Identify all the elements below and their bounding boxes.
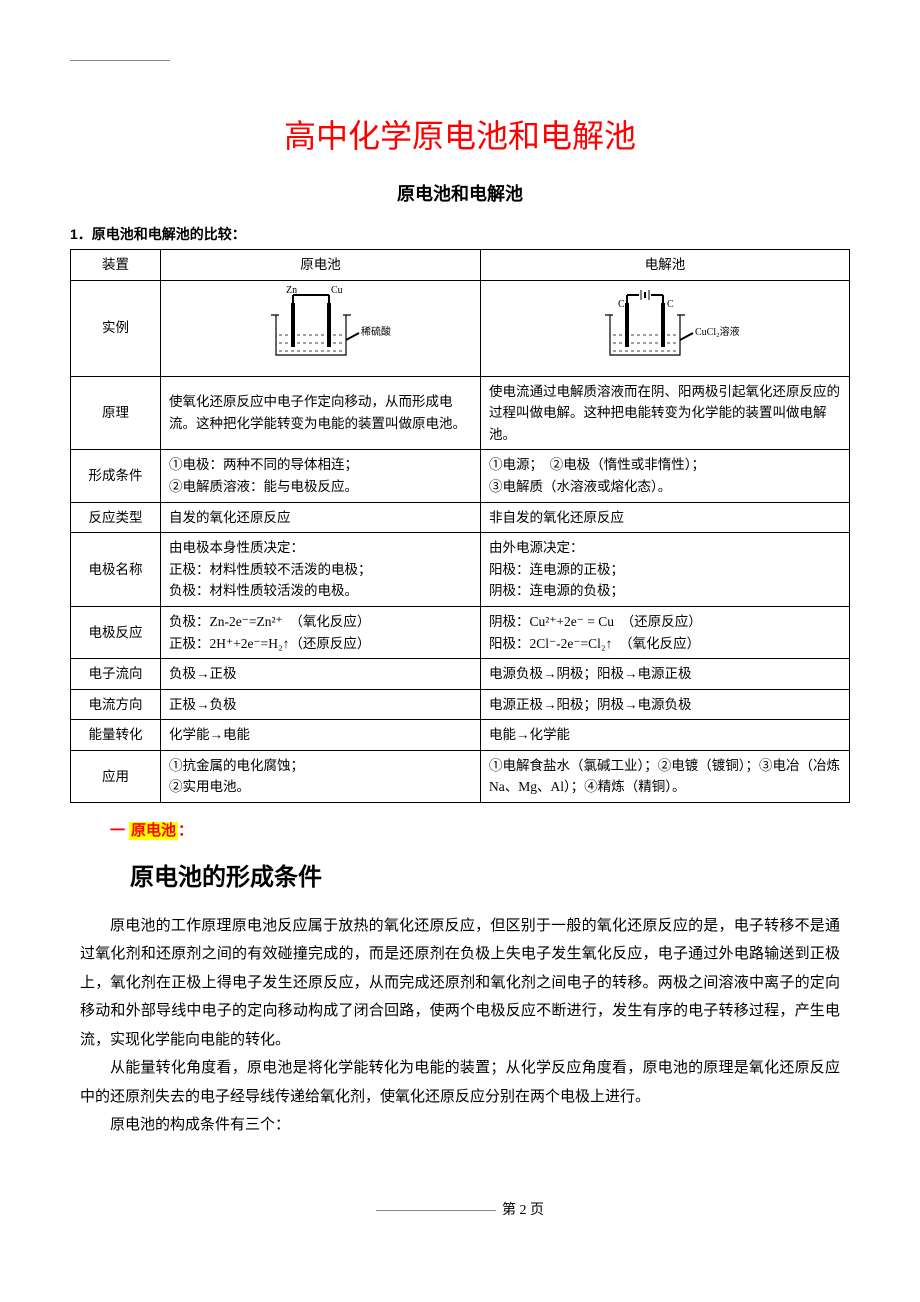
cell-rxn-type-e: 非自发的氧化还原反应 bbox=[481, 502, 850, 533]
row-rxn-type-label: 反应类型 bbox=[71, 502, 161, 533]
cell-principle-g: 使氧化还原反应中电子作定向移动，从而形成电流。这种把化学能转变为电能的装置叫做原… bbox=[161, 376, 481, 450]
row-electrode-rxn-label: 电极反应 bbox=[71, 606, 161, 658]
row-electrode-name-label: 电极名称 bbox=[71, 533, 161, 607]
table-header-row: 装置 原电池 电解池 bbox=[71, 250, 850, 281]
row-application: 应用 ①抗金属的电化腐蚀； ②实用电池。 ①电解食盐水（氯碱工业）；②电镀（镀铜… bbox=[71, 750, 850, 802]
label-c2: C bbox=[667, 299, 674, 310]
cell-current-dir-e: 电源正极→阳极；阴极→电源负极 bbox=[481, 689, 850, 720]
electrolytic-cell-svg: C C CuCl₂溶液 bbox=[565, 285, 765, 365]
main-title: 高中化学原电池和电解池 bbox=[70, 111, 850, 162]
cell-electron-flow-g: 负极→正极 bbox=[161, 659, 481, 690]
section-heading: 原电池的形成条件 bbox=[130, 859, 850, 897]
paragraph-3: 原电池的构成条件有三个： bbox=[80, 1111, 840, 1140]
cell-energy-g: 化学能→电能 bbox=[161, 720, 481, 751]
row-example: 实例 Zn Cu 稀硫酸 bbox=[71, 280, 850, 376]
label-cu: Cu bbox=[331, 285, 343, 296]
label-zn: Zn bbox=[286, 285, 297, 296]
th-galvanic: 原电池 bbox=[161, 250, 481, 281]
paragraph-1: 原电池的工作原理原电池反应属于放热的氧化还原反应，但区别于一般的氧化还原反应的是… bbox=[80, 912, 840, 1055]
th-device: 装置 bbox=[71, 250, 161, 281]
cell-conditions-e: ①电源； ②电极（惰性或非惰性）； ③电解质（水溶液或熔化态）。 bbox=[481, 450, 850, 502]
diagram-galvanic: Zn Cu 稀硫酸 bbox=[161, 280, 481, 376]
row-conditions-label: 形成条件 bbox=[71, 450, 161, 502]
label-h2so4: 稀硫酸 bbox=[361, 325, 391, 338]
page-footer: 第 2 页 bbox=[70, 1200, 850, 1222]
cell-rxn-type-g: 自发的氧化还原反应 bbox=[161, 502, 481, 533]
cell-principle-e: 使电流通过电解质溶液而在阴、阳两极引起氧化还原反应的过程叫做电解。这种把电能转变… bbox=[481, 376, 850, 450]
paragraph-2: 从能量转化角度看，原电池是将化学能转化为电能的装置；从化学反应角度看，原电池的原… bbox=[80, 1054, 840, 1111]
row-electron-flow-label: 电子流向 bbox=[71, 659, 161, 690]
cell-electron-flow-e: 电源负极→阴极；阳极→电源正极 bbox=[481, 659, 850, 690]
cell-electrode-rxn-g: 负极：Zn-2e⁻=Zn²⁺ （氧化反应） 正极：2H⁺+2e⁻=H₂↑（还原反… bbox=[161, 606, 481, 658]
row-electrode-name: 电极名称 由电极本身性质决定： 正极：材料性质较不活泼的电极； 负极：材料性质较… bbox=[71, 533, 850, 607]
row-energy-label: 能量转化 bbox=[71, 720, 161, 751]
highlight-text: 原电池 bbox=[129, 822, 178, 840]
cell-application-e: ①电解食盐水（氯碱工业）；②电镀（镀铜）；③电冶（冶炼 Na、Mg、Al）；④精… bbox=[481, 750, 850, 802]
row-current-dir-label: 电流方向 bbox=[71, 689, 161, 720]
page-number: 第 2 页 bbox=[502, 1203, 544, 1218]
row-principle: 原理 使氧化还原反应中电子作定向移动，从而形成电流。这种把化学能转变为电能的装置… bbox=[71, 376, 850, 450]
row-application-label: 应用 bbox=[71, 750, 161, 802]
label-cucl2: CuCl₂溶液 bbox=[695, 325, 740, 338]
comparison-table: 装置 原电池 电解池 实例 Zn C bbox=[70, 249, 850, 803]
highlight-heading: 一原电池： bbox=[110, 819, 193, 843]
cell-current-dir-g: 正极→负极 bbox=[161, 689, 481, 720]
cell-electrode-rxn-e: 阴极：Cu²⁺+2e⁻ = Cu （还原反应） 阳极：2Cl⁻-2e⁻=Cl₂↑… bbox=[481, 606, 850, 658]
row-rxn-type: 反应类型 自发的氧化还原反应 非自发的氧化还原反应 bbox=[71, 502, 850, 533]
th-electrolytic: 电解池 bbox=[481, 250, 850, 281]
highlight-dash: 一 bbox=[110, 823, 129, 839]
top-rule bbox=[70, 60, 170, 61]
galvanic-cell-svg: Zn Cu 稀硫酸 bbox=[231, 285, 411, 365]
section-label: 1．原电池和电解池的比较： bbox=[70, 223, 850, 245]
subtitle: 原电池和电解池 bbox=[70, 180, 850, 209]
row-energy: 能量转化 化学能→电能 电能→化学能 bbox=[71, 720, 850, 751]
row-conditions: 形成条件 ①电极：两种不同的导体相连； ②电解质溶液：能与电极反应。 ①电源； … bbox=[71, 450, 850, 502]
cell-conditions-g: ①电极：两种不同的导体相连； ②电解质溶液：能与电极反应。 bbox=[161, 450, 481, 502]
footer-rule bbox=[376, 1210, 496, 1211]
diagram-electrolytic: C C CuCl₂溶液 bbox=[481, 280, 850, 376]
row-electrode-rxn: 电极反应 负极：Zn-2e⁻=Zn²⁺ （氧化反应） 正极：2H⁺+2e⁻=H₂… bbox=[71, 606, 850, 658]
label-c1: C bbox=[618, 299, 625, 310]
cell-electrode-name-g: 由电极本身性质决定： 正极：材料性质较不活泼的电极； 负极：材料性质较活泼的电极… bbox=[161, 533, 481, 607]
row-current-dir: 电流方向 正极→负极 电源正极→阳极；阴极→电源负极 bbox=[71, 689, 850, 720]
row-electron-flow: 电子流向 负极→正极 电源负极→阴极；阳极→电源正极 bbox=[71, 659, 850, 690]
row-principle-label: 原理 bbox=[71, 376, 161, 450]
cell-energy-e: 电能→化学能 bbox=[481, 720, 850, 751]
highlight-colon: ： bbox=[178, 823, 193, 839]
cell-application-g: ①抗金属的电化腐蚀； ②实用电池。 bbox=[161, 750, 481, 802]
cell-electrode-name-e: 由外电源决定： 阳极：连电源的正极； 阴极：连电源的负极； bbox=[481, 533, 850, 607]
row-example-label: 实例 bbox=[71, 280, 161, 376]
